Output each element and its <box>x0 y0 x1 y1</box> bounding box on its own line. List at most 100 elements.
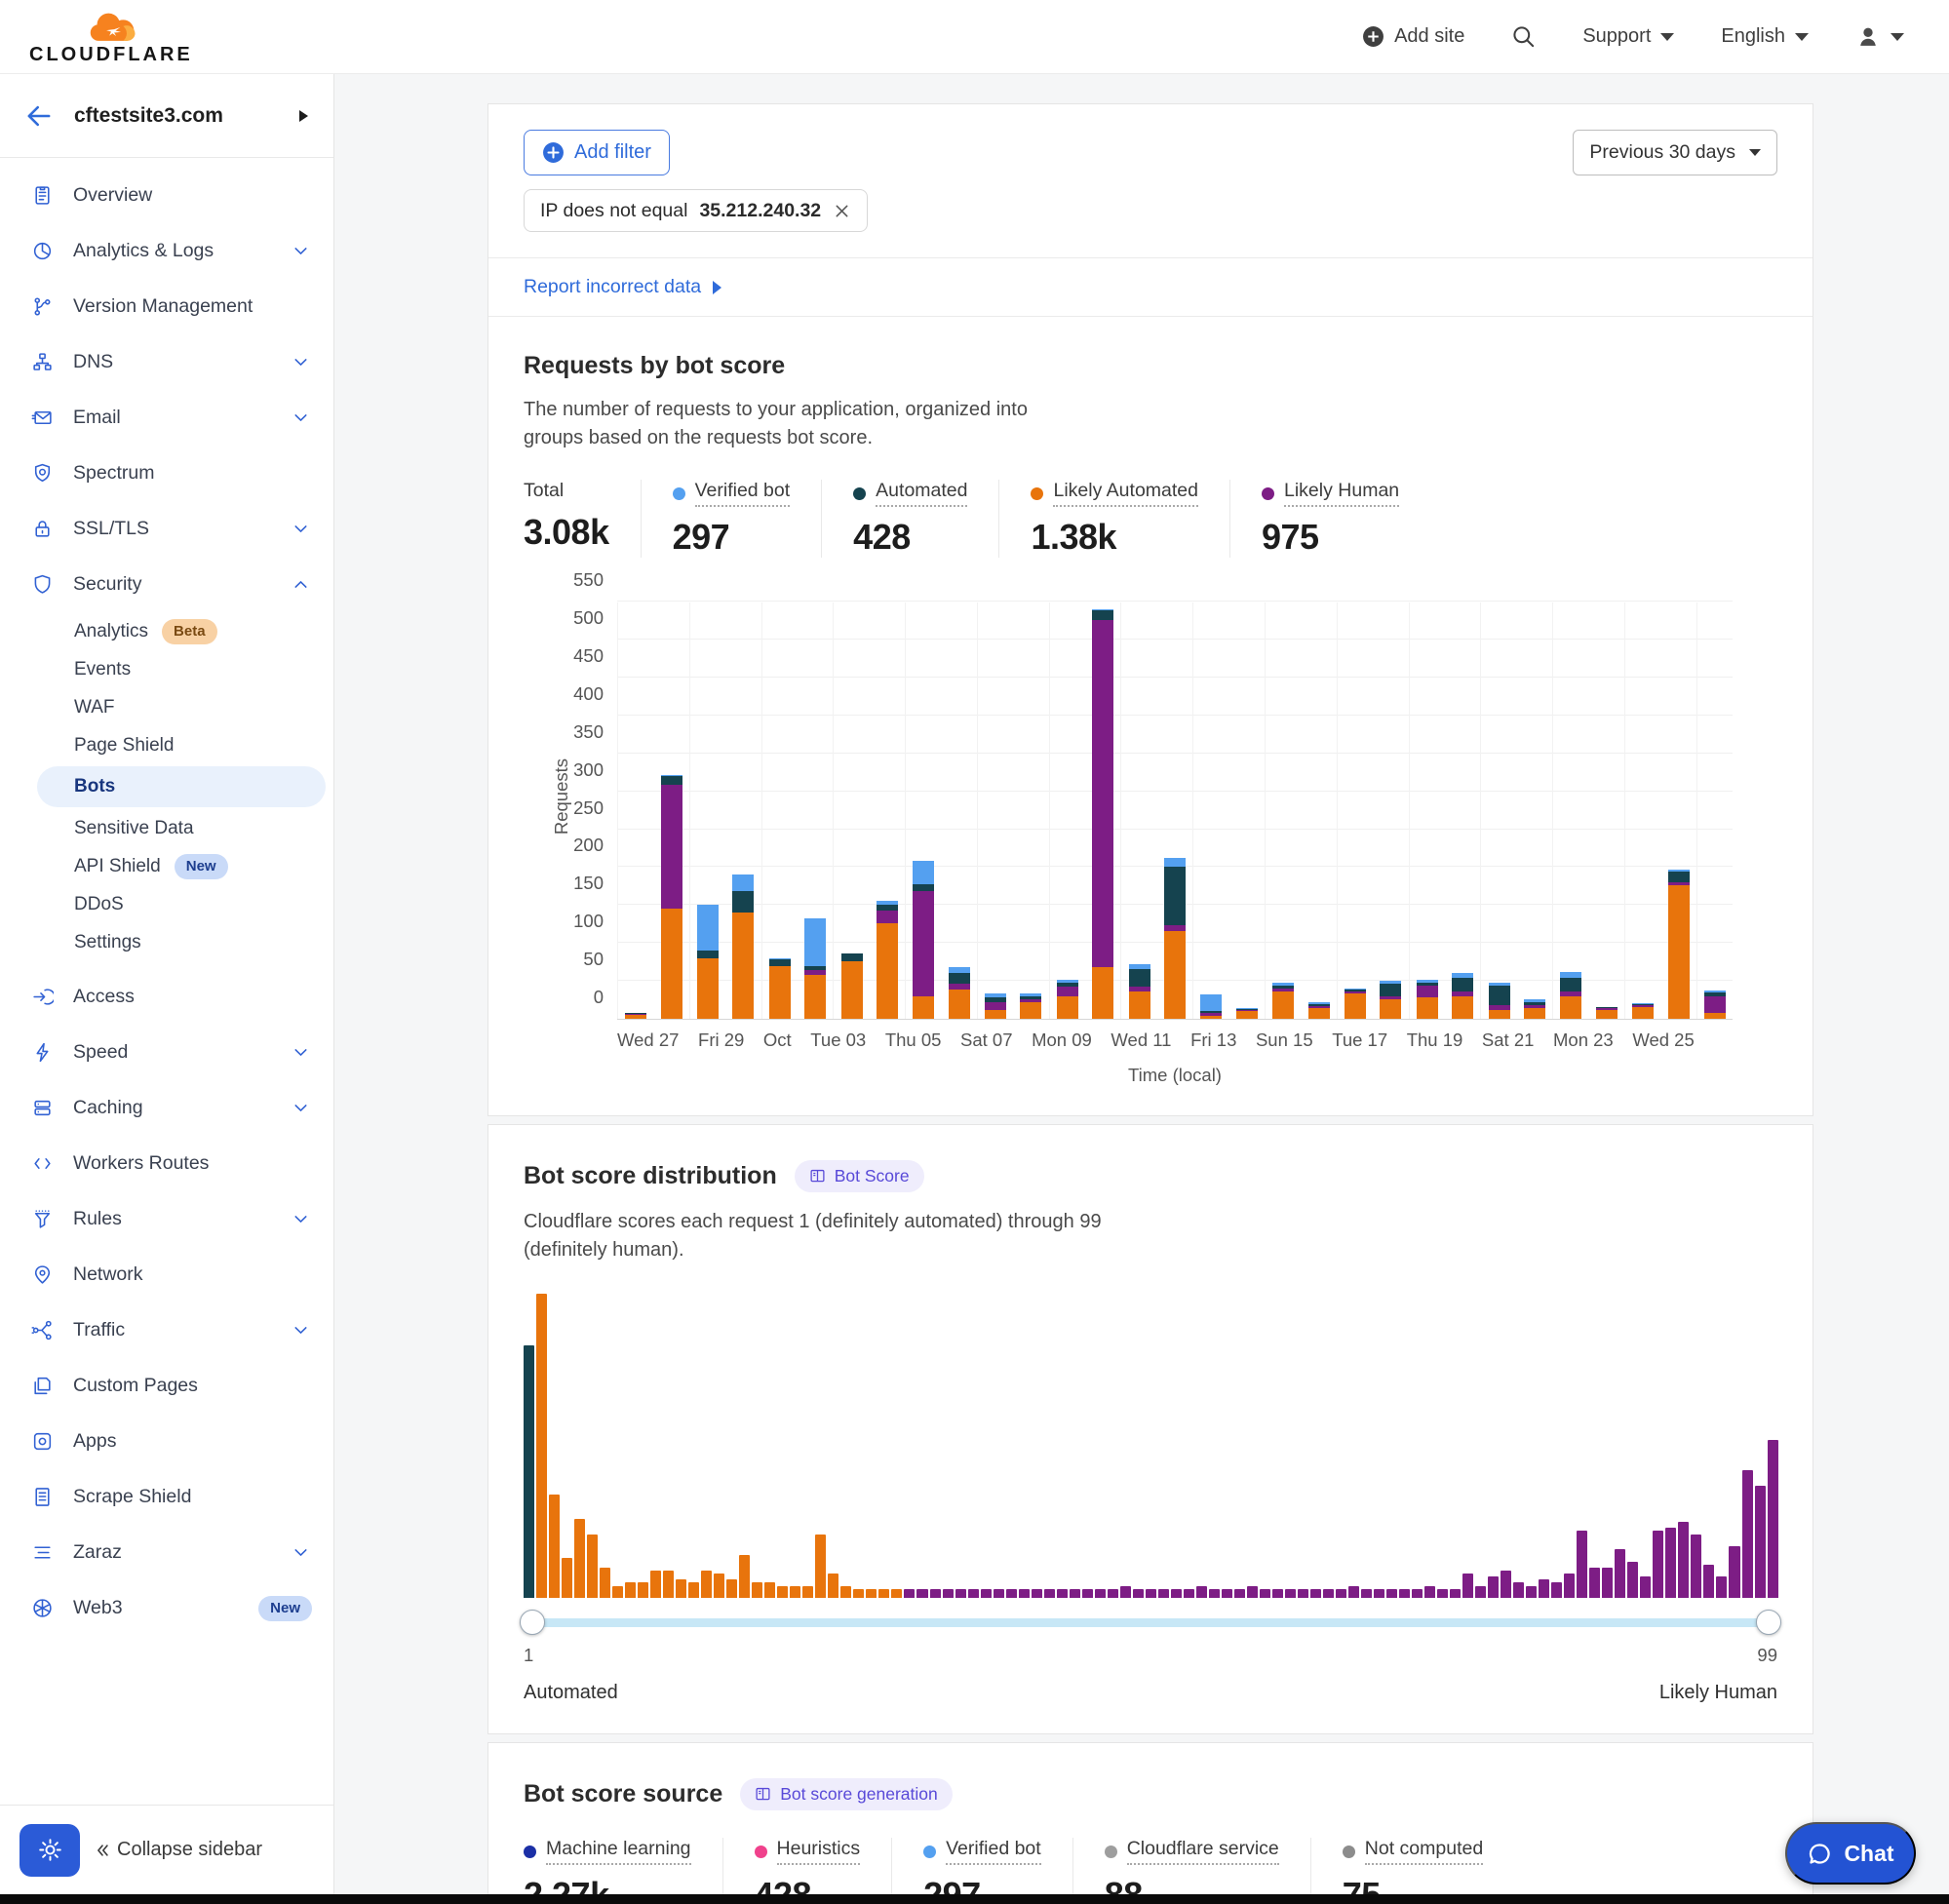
histogram-bar[interactable] <box>1424 1586 1435 1599</box>
histogram-bar[interactable] <box>1475 1586 1486 1599</box>
sidebar-item-spectrum[interactable]: Spectrum <box>0 446 333 501</box>
histogram-bar[interactable] <box>891 1589 902 1598</box>
histogram-bar[interactable] <box>1310 1589 1321 1598</box>
histogram-bar[interactable] <box>1184 1589 1194 1598</box>
histogram-bar[interactable] <box>1640 1576 1651 1598</box>
histogram-bar[interactable] <box>815 1535 826 1599</box>
histogram-bar[interactable] <box>1412 1589 1423 1598</box>
bot-score-badge[interactable]: Bot Score <box>795 1160 924 1192</box>
histogram-bar[interactable] <box>1260 1589 1270 1598</box>
stacked-bar[interactable] <box>1020 993 1041 1019</box>
stacked-bar[interactable] <box>1345 989 1366 1019</box>
histogram-bar[interactable] <box>1653 1531 1663 1598</box>
histogram-bar[interactable] <box>663 1571 674 1598</box>
histogram-bar[interactable] <box>1108 1589 1118 1598</box>
histogram-bar[interactable] <box>1691 1535 1701 1599</box>
histogram-bar[interactable] <box>1095 1589 1106 1598</box>
histogram-bar[interactable] <box>1032 1589 1042 1598</box>
histogram-bar[interactable] <box>777 1586 788 1599</box>
histogram-bar[interactable] <box>1006 1589 1017 1598</box>
histogram-bar[interactable] <box>1222 1589 1232 1598</box>
slider-handle-left[interactable] <box>520 1610 545 1635</box>
sidebar-item-ddos[interactable]: DDoS <box>0 885 333 923</box>
sidebar-item-analytics-logs[interactable]: Analytics & Logs <box>0 223 333 279</box>
histogram-bar[interactable] <box>1627 1562 1638 1598</box>
sidebar-item-traffic[interactable]: Traffic <box>0 1302 333 1358</box>
histogram-bar[interactable] <box>574 1519 585 1598</box>
histogram-bar[interactable] <box>1589 1568 1600 1598</box>
sidebar-item-rules[interactable]: Rules <box>0 1191 333 1247</box>
histogram-bar[interactable] <box>1450 1589 1461 1598</box>
close-icon[interactable] <box>833 202 851 220</box>
sidebar-item-web3[interactable]: Web3New <box>0 1580 333 1636</box>
histogram-bar[interactable] <box>612 1586 623 1599</box>
sidebar-item-sensitive-data[interactable]: Sensitive Data <box>0 809 333 847</box>
histogram-bar[interactable] <box>1361 1589 1372 1598</box>
sidebar-item-speed[interactable]: Speed <box>0 1025 333 1080</box>
chat-button[interactable]: Chat <box>1785 1822 1916 1885</box>
add-filter-button[interactable]: Add filter <box>524 130 670 175</box>
histogram-bar[interactable] <box>1336 1589 1346 1598</box>
report-incorrect-data-link[interactable]: Report incorrect data <box>524 276 721 298</box>
histogram-bar[interactable] <box>1019 1589 1030 1598</box>
collapse-sidebar-button[interactable]: Collapse sidebar <box>94 1839 262 1861</box>
histogram-bar[interactable] <box>676 1579 686 1598</box>
histogram-bar[interactable] <box>1209 1589 1220 1598</box>
slider-handle-right[interactable] <box>1756 1610 1781 1635</box>
histogram-bar[interactable] <box>1171 1589 1182 1598</box>
stacked-bar[interactable] <box>949 967 970 1019</box>
histogram-bar[interactable] <box>701 1571 712 1598</box>
histogram-bar[interactable] <box>1120 1586 1131 1599</box>
histogram-bar[interactable] <box>943 1589 954 1598</box>
site-selector[interactable]: cftestsite3.com <box>0 74 333 158</box>
histogram-bar[interactable] <box>1386 1589 1397 1598</box>
histogram-bar[interactable] <box>1070 1589 1080 1598</box>
histogram-bar[interactable] <box>1703 1565 1714 1598</box>
histogram-bar[interactable] <box>1564 1574 1575 1598</box>
histogram-bar[interactable] <box>1551 1582 1562 1598</box>
histogram-bar[interactable] <box>1729 1546 1739 1598</box>
stacked-bar[interactable] <box>1489 983 1510 1019</box>
histogram-bar[interactable] <box>1437 1589 1448 1598</box>
histogram-bar[interactable] <box>1526 1586 1537 1599</box>
sidebar-item-caching[interactable]: Caching <box>0 1080 333 1136</box>
histogram-bar[interactable] <box>1348 1586 1359 1599</box>
histogram-bar[interactable] <box>1272 1589 1283 1598</box>
histogram-bar[interactable] <box>1158 1589 1169 1598</box>
filter-chip[interactable]: IP does not equal 35.212.240.32 <box>524 189 868 232</box>
stacked-bar[interactable] <box>1524 999 1545 1019</box>
slider-track[interactable] <box>524 1618 1777 1627</box>
sidebar-item-overview[interactable]: Overview <box>0 168 333 223</box>
stacked-bar[interactable] <box>1200 994 1222 1019</box>
histogram-bar[interactable] <box>1234 1589 1245 1598</box>
histogram-bar[interactable] <box>1615 1549 1625 1598</box>
stacked-bar[interactable] <box>804 918 826 1019</box>
stacked-bar[interactable] <box>1236 1008 1258 1019</box>
stacked-bar[interactable] <box>625 1013 646 1019</box>
histogram-bar[interactable] <box>1665 1528 1676 1598</box>
histogram-bar[interactable] <box>1133 1589 1144 1598</box>
histogram-bar[interactable] <box>1146 1589 1156 1598</box>
histogram-bar[interactable] <box>802 1586 813 1599</box>
settings-gear-button[interactable] <box>19 1824 80 1877</box>
histogram-bar[interactable] <box>828 1574 838 1598</box>
stacked-bar[interactable] <box>1057 980 1078 1019</box>
sidebar-item-bots[interactable]: Bots <box>37 766 326 807</box>
histogram-bar[interactable] <box>1082 1589 1093 1598</box>
stacked-bar[interactable] <box>1417 980 1438 1019</box>
sidebar-item-apps[interactable]: Apps <box>0 1414 333 1469</box>
histogram-bar[interactable] <box>714 1574 724 1598</box>
histogram-bar[interactable] <box>1399 1589 1410 1598</box>
histogram-bar[interactable] <box>1768 1440 1778 1598</box>
histogram-bar[interactable] <box>726 1579 737 1598</box>
histogram-bar[interactable] <box>1501 1571 1511 1598</box>
stacked-bar[interactable] <box>1129 964 1150 1019</box>
histogram-bar[interactable] <box>1755 1486 1766 1598</box>
histogram-bar[interactable] <box>752 1582 762 1598</box>
stacked-bar[interactable] <box>661 775 682 1019</box>
stacked-bar[interactable] <box>732 874 754 1019</box>
stacked-bar[interactable] <box>1596 1007 1618 1019</box>
histogram-bar[interactable] <box>562 1558 572 1598</box>
histogram-bar[interactable] <box>1513 1582 1524 1598</box>
histogram-bar[interactable] <box>764 1582 775 1598</box>
